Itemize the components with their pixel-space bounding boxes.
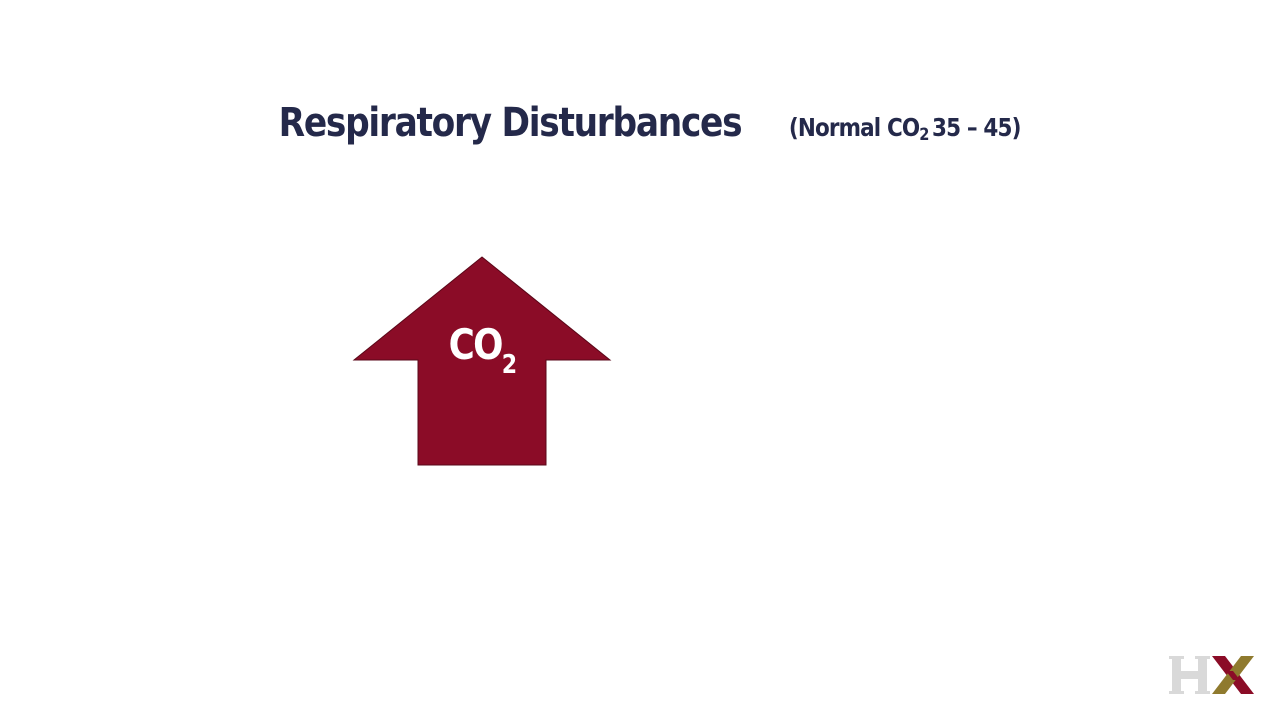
logo-h: [1169, 656, 1210, 694]
title-main: Respiratory Disturbances: [278, 100, 742, 146]
up-arrow-icon: [352, 256, 612, 466]
up-arrow-shape: [352, 256, 612, 466]
title-sub-subscript: 2: [919, 125, 929, 145]
arrow-label: CO2: [428, 320, 537, 380]
title-sub-suffix: 35 – 45): [931, 113, 1021, 142]
arrow-label-subscript: 2: [501, 350, 517, 380]
slide-title: Respiratory Disturbances (Normal CO2 35 –…: [0, 100, 1280, 146]
arrow-label-main: CO: [448, 320, 504, 369]
title-normal-range: (Normal CO2 35 – 45): [788, 113, 1022, 145]
title-sub-prefix: (Normal CO: [788, 113, 920, 142]
hx-logo: [1169, 656, 1254, 694]
logo-x-overlap: [1226, 671, 1240, 680]
